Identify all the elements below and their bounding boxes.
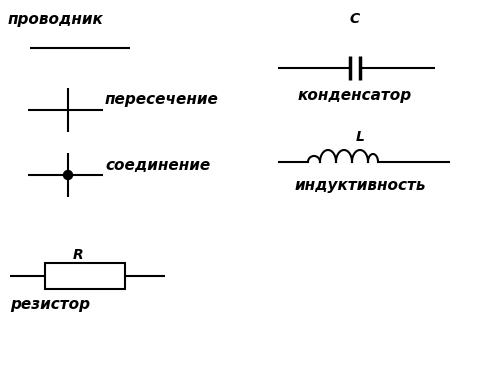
Circle shape bbox=[64, 171, 72, 179]
Text: пересечение: пересечение bbox=[105, 92, 219, 107]
Text: резистор: резистор bbox=[10, 297, 90, 312]
Text: проводник: проводник bbox=[8, 12, 104, 27]
Text: R: R bbox=[72, 248, 84, 262]
Text: соединение: соединение bbox=[105, 158, 210, 173]
Text: конденсатор: конденсатор bbox=[298, 88, 412, 103]
Text: L: L bbox=[356, 130, 364, 144]
Bar bbox=[45, 263, 125, 289]
Text: C: C bbox=[350, 12, 360, 26]
Text: индуктивность: индуктивность bbox=[294, 178, 426, 193]
